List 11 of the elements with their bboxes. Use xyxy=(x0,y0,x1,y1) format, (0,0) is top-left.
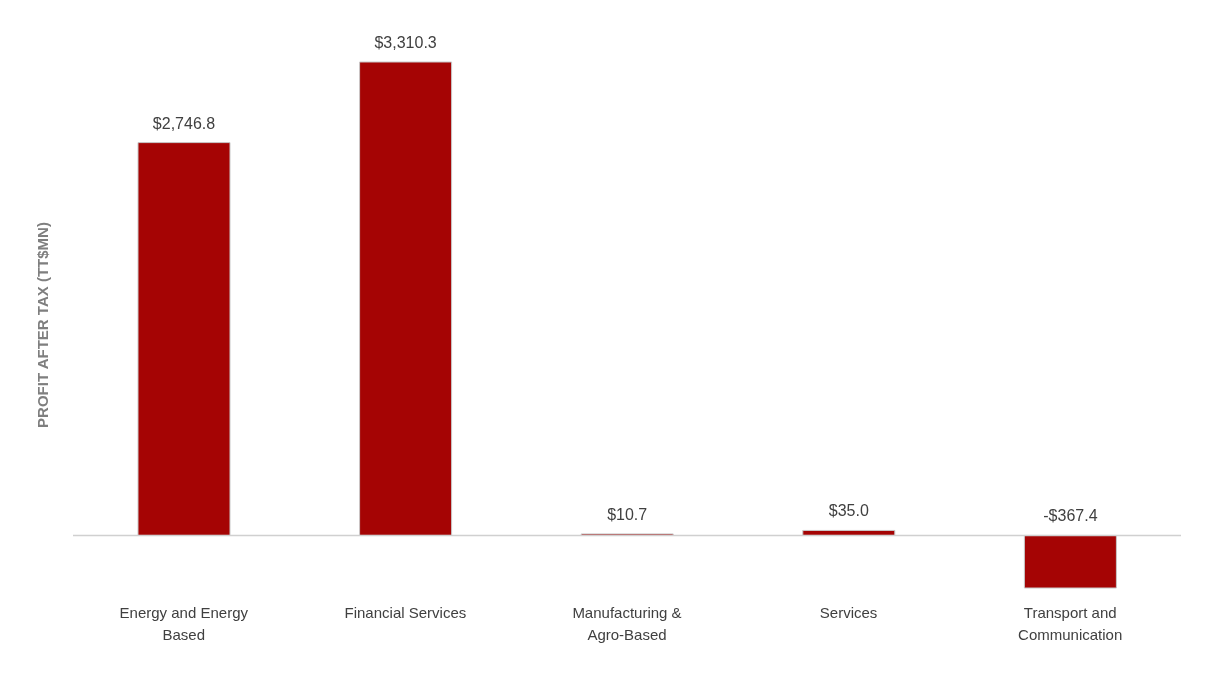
data-label: -$367.4 xyxy=(1043,507,1098,525)
x-tick-label: Energy and Energy Based xyxy=(119,604,249,643)
x-tick-label: Financial Services xyxy=(344,604,467,621)
y-axis-title: PROFIT AFTER TAX (TT$MN) xyxy=(34,222,52,428)
x-tick-label: Services xyxy=(819,604,878,621)
data-label: $10.7 xyxy=(607,505,648,523)
x-tick-label: Transport and Communication xyxy=(1018,604,1123,643)
x-tick-label: Manufacturing & Agro-Based xyxy=(572,604,682,643)
data-label: $2,746.8 xyxy=(152,114,216,132)
data-label: $3,310.3 xyxy=(374,34,437,51)
data-label: $35.0 xyxy=(828,502,869,520)
